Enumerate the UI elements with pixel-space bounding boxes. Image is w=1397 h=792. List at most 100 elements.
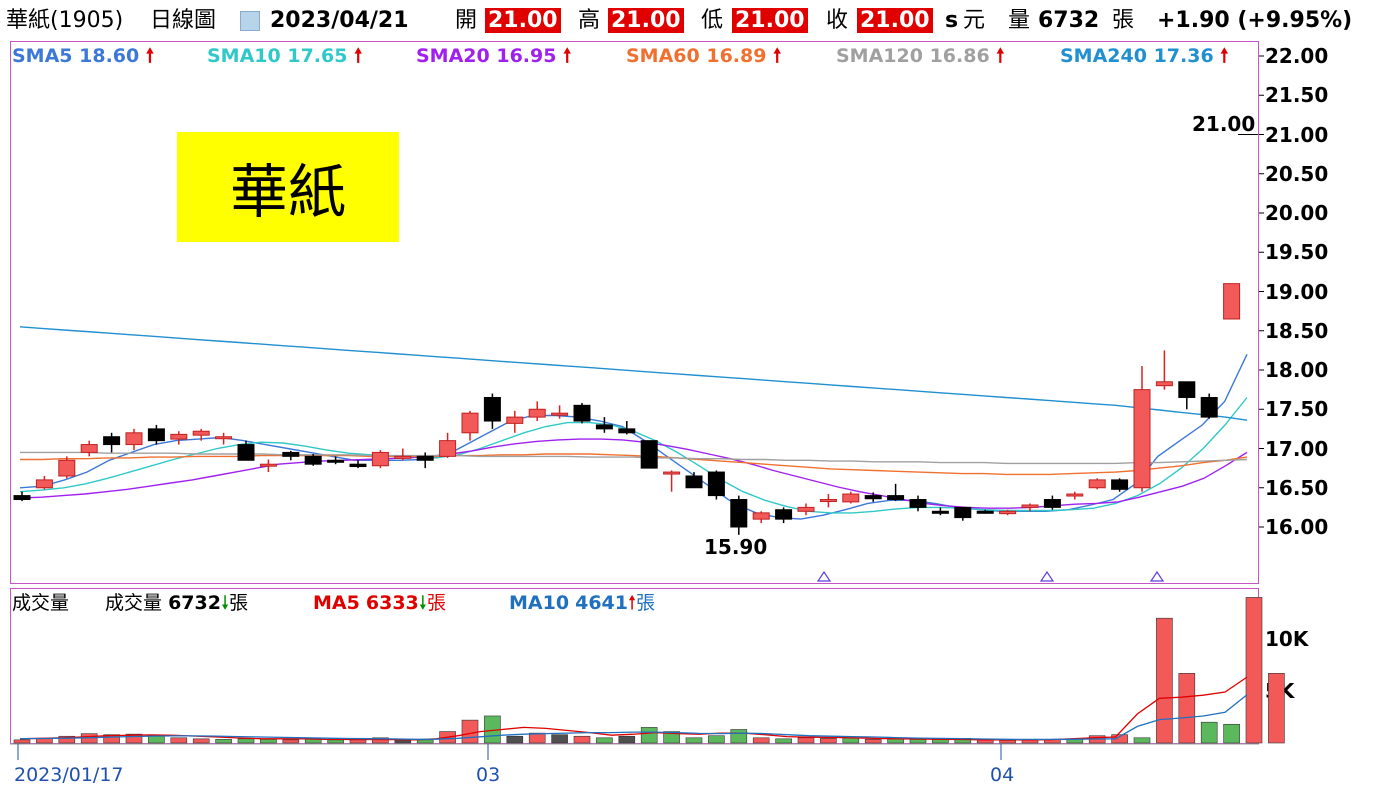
- volume-bar: [1133, 737, 1151, 744]
- candle: [1200, 393, 1218, 419]
- candle: [282, 450, 300, 461]
- candle: [954, 506, 972, 521]
- volume-legend: 成交量 6732🠗張: [105, 592, 248, 614]
- candle-body: [1200, 396, 1218, 418]
- candle-body: [528, 408, 546, 418]
- candle: [147, 424, 165, 445]
- candle-body: [192, 430, 210, 436]
- candle-body: [327, 459, 345, 463]
- arrow-down-icon: 🠗: [220, 592, 230, 614]
- ma-line-sma240: [19, 326, 1248, 421]
- candle-body: [147, 428, 165, 442]
- high-label: 高: [578, 8, 601, 33]
- price-change: +1.90 (+9.95%): [1157, 8, 1353, 33]
- sma-legend-item: SMA20 16.95 🠕: [416, 45, 571, 67]
- signal-marker-icon: [816, 570, 832, 582]
- candle: [1088, 478, 1106, 490]
- price-tick-label: 18.00: [1265, 358, 1329, 382]
- volume-bar: [752, 737, 770, 744]
- candle: [1178, 381, 1196, 410]
- candle-body: [1043, 499, 1061, 508]
- volume-bar: [596, 737, 613, 744]
- candle-body: [819, 499, 837, 503]
- candle-body: [1088, 479, 1106, 489]
- vol-value: 6732: [168, 592, 221, 614]
- candle-body: [439, 440, 457, 457]
- stock-name: 華紙(1905): [6, 8, 124, 33]
- x-label-april: 04: [990, 764, 1015, 786]
- volume-bar: [663, 731, 680, 744]
- price-tick-label: 22.00: [1265, 44, 1329, 68]
- sma-legend-label: SMA20 16.95: [416, 45, 564, 67]
- price-tick-label: 16.00: [1265, 515, 1329, 539]
- candle-body: [483, 396, 501, 422]
- last-price-annotation: 21.00: [1192, 112, 1256, 136]
- candle-body: [640, 440, 658, 469]
- volume-unit: 張: [1112, 8, 1135, 33]
- candle: [1223, 283, 1241, 320]
- ma5-unit: 張: [426, 592, 446, 614]
- volume-value: 6732: [1038, 8, 1100, 33]
- volume-bar: [573, 735, 591, 744]
- candle: [528, 401, 546, 422]
- ma10-legend: MA10 4641🠕張: [509, 592, 655, 614]
- candle: [1133, 366, 1151, 492]
- candle: [663, 470, 681, 492]
- candle: [618, 421, 636, 435]
- arrow-up-icon: 🠕: [563, 45, 572, 67]
- volume-bar: [1178, 673, 1196, 744]
- candle-body: [999, 510, 1017, 515]
- candle: [416, 452, 434, 469]
- open-label: 開: [455, 8, 478, 33]
- candle-body: [35, 479, 53, 489]
- volume-bar: [797, 737, 815, 744]
- volume-bar: [864, 739, 882, 744]
- volume-bar: [1156, 617, 1173, 744]
- candle-body: [237, 444, 255, 461]
- candle: [192, 428, 210, 441]
- close-label: 收: [826, 8, 849, 33]
- candle: [685, 472, 703, 489]
- candle: [483, 393, 501, 429]
- candle: [125, 428, 143, 451]
- candle: [170, 431, 188, 445]
- volume-bar: [282, 739, 300, 744]
- candle-body: [752, 512, 770, 520]
- volume-bar: [349, 739, 367, 744]
- price-panel[interactable]: [10, 41, 1259, 584]
- ma-line-sma60: [20, 453, 1248, 476]
- candle: [887, 483, 905, 502]
- arrow-up-icon: 🠕: [996, 45, 1005, 67]
- candle: [819, 494, 837, 508]
- volume-bar: [708, 735, 725, 744]
- candle-body: [506, 416, 524, 424]
- high-value: 21.00: [608, 8, 684, 33]
- candle-body: [1178, 381, 1196, 398]
- candle: [976, 509, 994, 514]
- candle: [1066, 491, 1084, 500]
- candle: [461, 410, 479, 441]
- candle-body: [416, 455, 434, 461]
- s-marker: s: [945, 8, 959, 33]
- low-label: 低: [701, 8, 724, 33]
- info-bar: 華紙(1905) 日線圖 2023/04/21 開 21.00 高 21.00 …: [0, 0, 1397, 40]
- arrow-up-icon: 🠕: [773, 45, 782, 67]
- volume-bar: [999, 740, 1016, 744]
- price-tick-label: 17.00: [1265, 436, 1329, 461]
- price-tick-label: 17.50: [1265, 397, 1329, 422]
- candle: [752, 511, 770, 524]
- volume-bar: [327, 739, 344, 744]
- sma-legend-label: SMA240 17.36: [1060, 45, 1221, 67]
- candle-body: [775, 509, 793, 520]
- view-dropdown[interactable]: [240, 11, 260, 31]
- arrow-up-icon: 🠕: [145, 45, 155, 67]
- candle: [909, 495, 927, 512]
- volume-bar: [13, 739, 31, 744]
- volume-bar: [461, 719, 479, 744]
- open-value: 21.00: [485, 8, 561, 33]
- candle-body: [1111, 479, 1129, 490]
- price-tick-label: 19.50: [1265, 240, 1329, 265]
- candle-body: [685, 475, 703, 489]
- volume-tick-label: 10K: [1265, 627, 1309, 651]
- candle-body: [125, 432, 143, 446]
